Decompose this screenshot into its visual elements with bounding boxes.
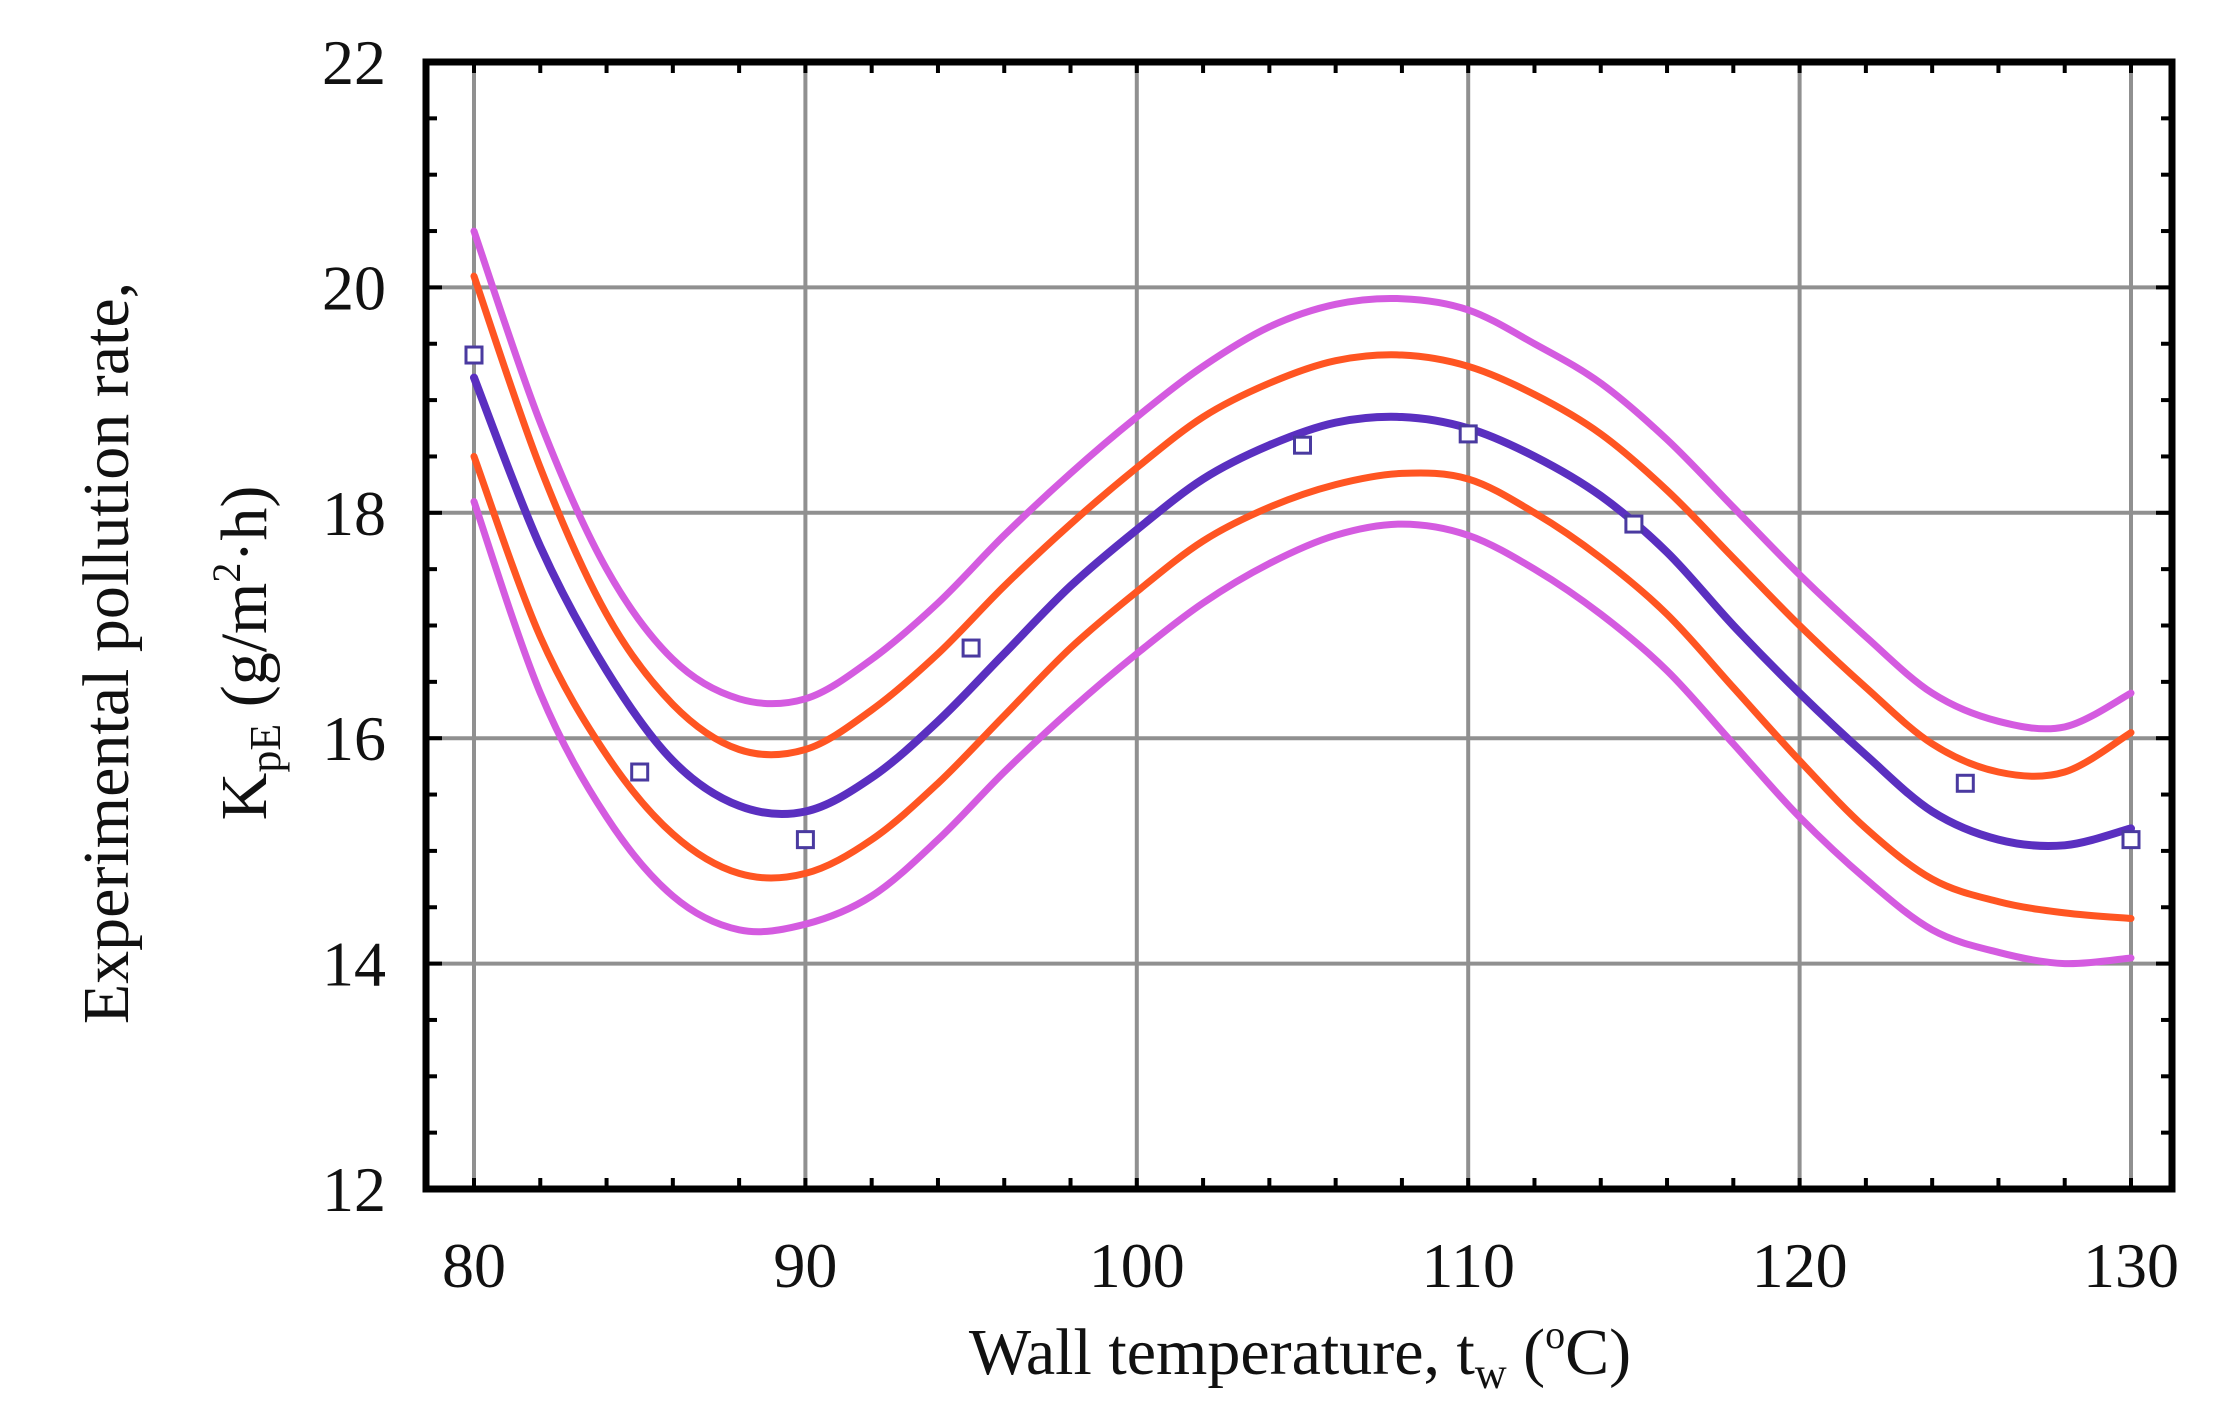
y-axis-title-unit-close: ·h) <box>208 486 281 563</box>
data-point <box>1458 424 1478 444</box>
upper-prediction-limit-line <box>470 227 2135 733</box>
x-tick-label: 130 <box>2083 1230 2179 1301</box>
y-axis-title-k: K <box>208 773 281 821</box>
minor-tick-layer <box>426 60 2172 1191</box>
data-point <box>1624 514 1644 534</box>
x-axis-title-subscript: w <box>1475 1349 1507 1398</box>
data-point <box>1293 435 1312 455</box>
y-axis-title-unit-open: (g/m <box>208 583 281 724</box>
lower-confidence-limit-line <box>470 452 2135 922</box>
lower-prediction-limit-line <box>470 498 2135 968</box>
x-tick-label: 80 <box>442 1230 506 1301</box>
y-axis-title-superscript: 2 <box>204 563 249 583</box>
upper-confidence-limit-line <box>470 272 2135 780</box>
y-tick-label: 16 <box>322 703 386 774</box>
y-axis-title-subscript: pE <box>241 724 290 773</box>
data-point <box>961 638 981 658</box>
x-axis-title-degree: o <box>1545 1312 1565 1357</box>
x-tick-label: 90 <box>773 1230 837 1301</box>
x-axis-title-main: Wall temperature, t <box>969 1316 1475 1389</box>
y-axis-title-line1: Experimental pollution rate, <box>70 282 143 1024</box>
x-tick-label: 100 <box>1089 1230 1185 1301</box>
x-axis-title-unit: C) <box>1565 1316 1631 1389</box>
data-point <box>630 762 650 782</box>
x-axis-title: Wall temperature, tw (oC) <box>969 1312 1631 1398</box>
y-tick-label: 12 <box>322 1154 386 1225</box>
data-point <box>795 830 815 850</box>
y-tick-label: 14 <box>322 929 386 1000</box>
y-tick-label: 20 <box>322 252 386 323</box>
grid-layer <box>426 60 2172 1191</box>
plot-frame <box>422 58 2176 1193</box>
y-axis-title-line2: KpE (g/m2·h) <box>204 486 290 821</box>
data-point <box>2121 830 2141 850</box>
fitted-model-line <box>470 373 2135 850</box>
x-tick-label: 120 <box>1752 1230 1848 1301</box>
x-tick-label: 110 <box>1421 1230 1515 1301</box>
series-layer <box>470 227 2135 968</box>
tick-label-layer: 80 90 100 110 120 130 12 14 16 18 20 22 <box>322 27 2179 1301</box>
x-axis-title-unit-open: ( <box>1507 1316 1545 1389</box>
data-point <box>1955 773 1975 793</box>
point-layer <box>464 345 2141 850</box>
y-tick-label: 18 <box>322 478 386 549</box>
y-tick-label: 22 <box>322 27 386 98</box>
data-point <box>464 345 484 365</box>
